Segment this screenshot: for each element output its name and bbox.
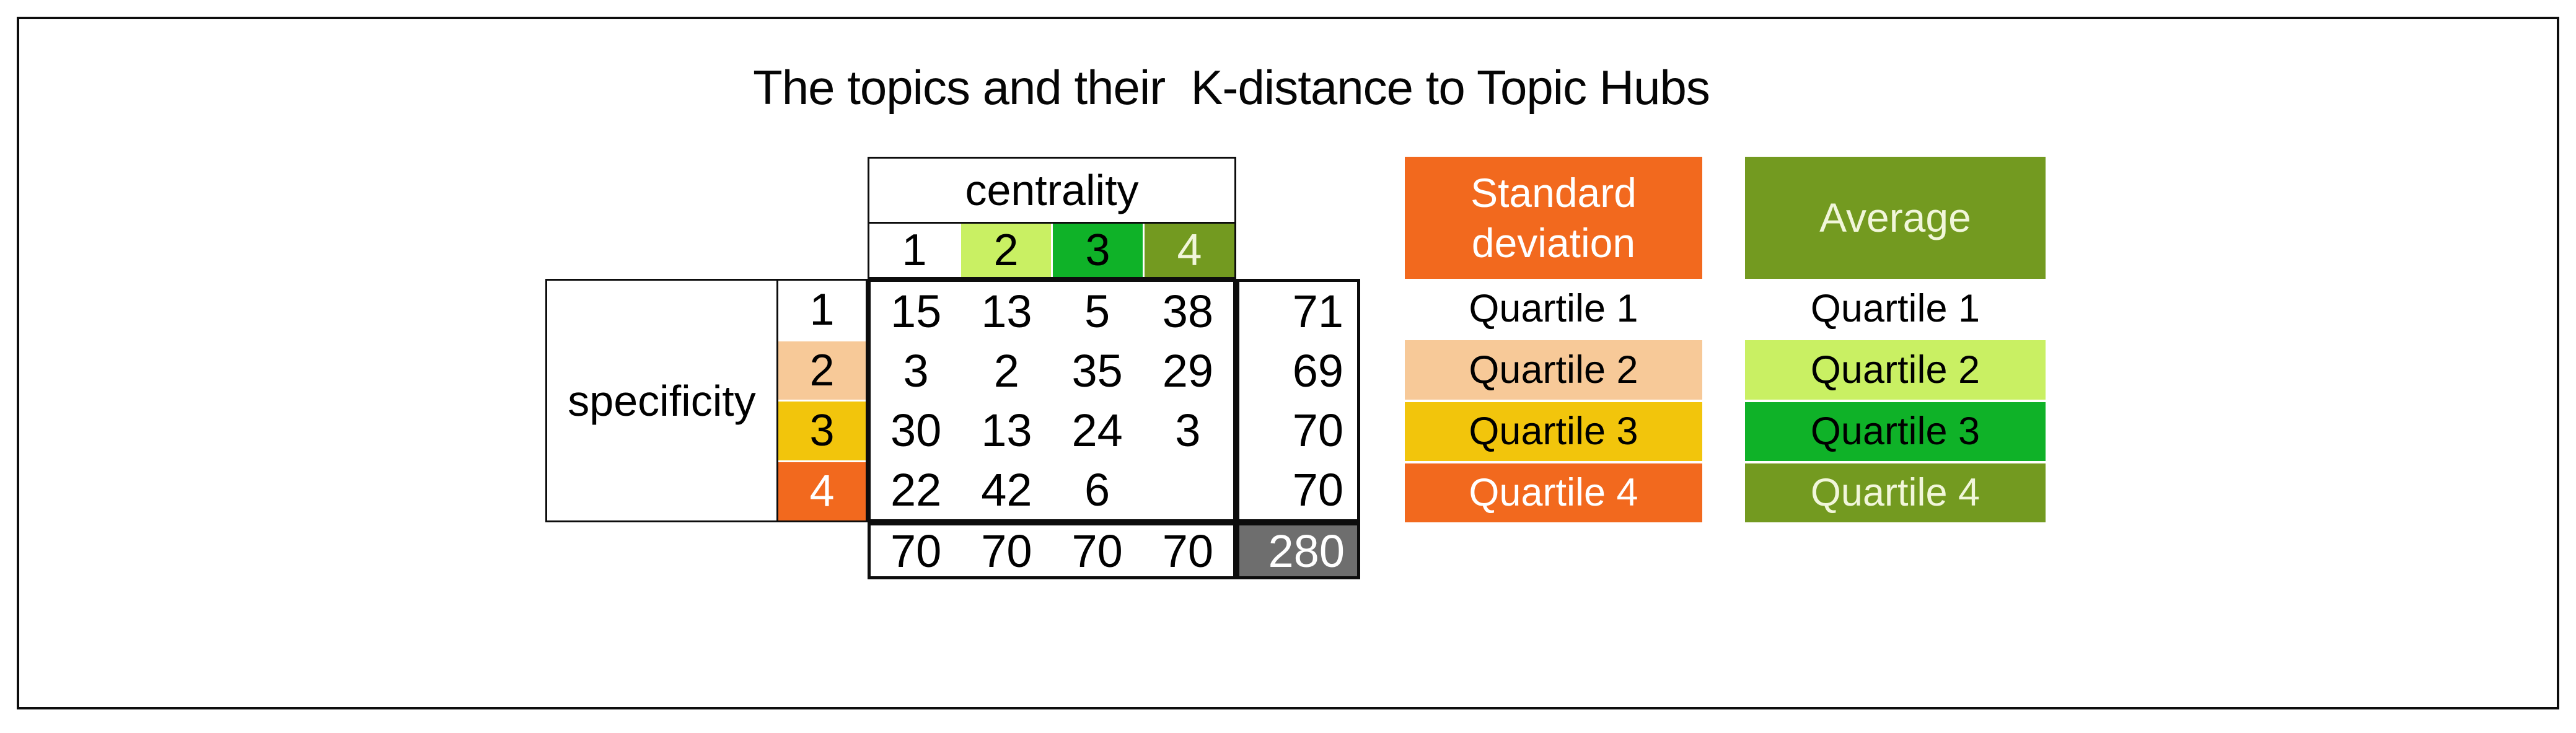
row-total-2: 69 xyxy=(1292,345,1343,397)
grand-total-cell: 280 xyxy=(1236,522,1360,579)
matrix-row-2: 3 2 35 29 xyxy=(871,341,1233,401)
matrix-cell-r4c2: 42 xyxy=(981,463,1032,516)
row-total-4: 70 xyxy=(1292,463,1343,516)
legend-sd-quartile-3: Quartile 3 xyxy=(1405,399,1702,461)
matrix-cell-r1c3: 5 xyxy=(1084,286,1110,338)
row-total-3: 70 xyxy=(1292,404,1343,456)
matrix-cell-r2c1: 3 xyxy=(903,345,929,397)
legend-avg-quartile-4: Quartile 4 xyxy=(1745,460,2046,522)
legend-average-rows: Quartile 1 Quartile 2 Quartile 3 Quartil… xyxy=(1745,279,2046,522)
outer-frame xyxy=(17,17,2559,709)
matrix-cell-r1c1: 15 xyxy=(890,286,942,338)
legend-standard-deviation-rows: Quartile 1 Quartile 2 Quartile 3 Quartil… xyxy=(1405,279,1702,522)
specificity-quartile-2-cell: 2 xyxy=(778,339,866,400)
matrix-row-1: 15 13 5 38 xyxy=(871,282,1233,341)
col-total-2: 70 xyxy=(981,525,1032,577)
matrix-cell-r3c1: 30 xyxy=(890,404,942,456)
centrality-quartile-1-cell: 1 xyxy=(869,224,959,277)
specificity-quartile-4-cell: 4 xyxy=(778,460,866,520)
matrix-cell-r4c3: 6 xyxy=(1084,463,1110,516)
matrix-cell-r3c3: 24 xyxy=(1071,404,1123,456)
legend-sd-quartile-1: Quartile 1 xyxy=(1405,279,1702,338)
figure-title: The topics and their K-distance to Topic… xyxy=(753,60,1710,115)
legend-standard-deviation-header: Standard deviation xyxy=(1405,157,1702,279)
matrix-cell-r2c3: 35 xyxy=(1071,345,1123,397)
matrix-cell-r1c2: 13 xyxy=(981,286,1032,338)
legend-avg-quartile-3: Quartile 3 xyxy=(1745,399,2046,461)
matrix-cell-r4c4 xyxy=(1143,460,1233,519)
matrix-row-4: 22 42 6 xyxy=(871,460,1233,519)
centrality-header-block: centrality 1 2 3 4 xyxy=(868,157,1236,279)
column-totals-row: 70 70 70 70 xyxy=(868,522,1236,579)
matrix-cell-r4c1: 22 xyxy=(890,463,942,516)
matrix-row-3: 30 13 24 3 xyxy=(871,401,1233,460)
centrality-quartile-2-cell: 2 xyxy=(959,224,1051,277)
legend-avg-quartile-1: Quartile 1 xyxy=(1745,279,2046,338)
matrix-cell-r2c2: 2 xyxy=(993,345,1019,397)
specificity-quartile-3-cell: 3 xyxy=(778,400,866,460)
centrality-quartile-3-cell: 3 xyxy=(1051,224,1143,277)
matrix-cell-r2c4: 29 xyxy=(1162,345,1214,397)
centrality-quartile-row: 1 2 3 4 xyxy=(869,224,1234,277)
col-total-4: 70 xyxy=(1162,525,1214,577)
centrality-axis-label: centrality xyxy=(869,159,1234,224)
col-total-3: 70 xyxy=(1071,525,1123,577)
col-total-1: 70 xyxy=(890,525,942,577)
legend-average-header: Average xyxy=(1745,157,2046,279)
legend-avg-quartile-2: Quartile 2 xyxy=(1745,338,2046,400)
matrix-cell-r1c4: 38 xyxy=(1162,286,1214,338)
matrix-cell-r3c4: 3 xyxy=(1175,404,1201,456)
row-totals-column: 71 69 70 70 xyxy=(1236,279,1360,522)
legend-sd-quartile-4: Quartile 4 xyxy=(1405,460,1702,522)
specificity-quartile-1-cell: 1 xyxy=(778,281,866,340)
value-matrix: 15 13 5 38 3 2 35 29 30 13 24 3 22 42 6 xyxy=(868,279,1236,522)
specificity-axis-label: specificity xyxy=(547,281,778,520)
centrality-quartile-4-cell: 4 xyxy=(1143,224,1234,277)
specificity-quartile-column: 1 2 3 4 xyxy=(778,281,866,520)
matrix-cell-r3c2: 13 xyxy=(981,404,1032,456)
row-total-1: 71 xyxy=(1292,286,1343,338)
specificity-header-block: specificity 1 2 3 4 xyxy=(545,279,868,522)
legend-sd-quartile-2: Quartile 2 xyxy=(1405,338,1702,400)
